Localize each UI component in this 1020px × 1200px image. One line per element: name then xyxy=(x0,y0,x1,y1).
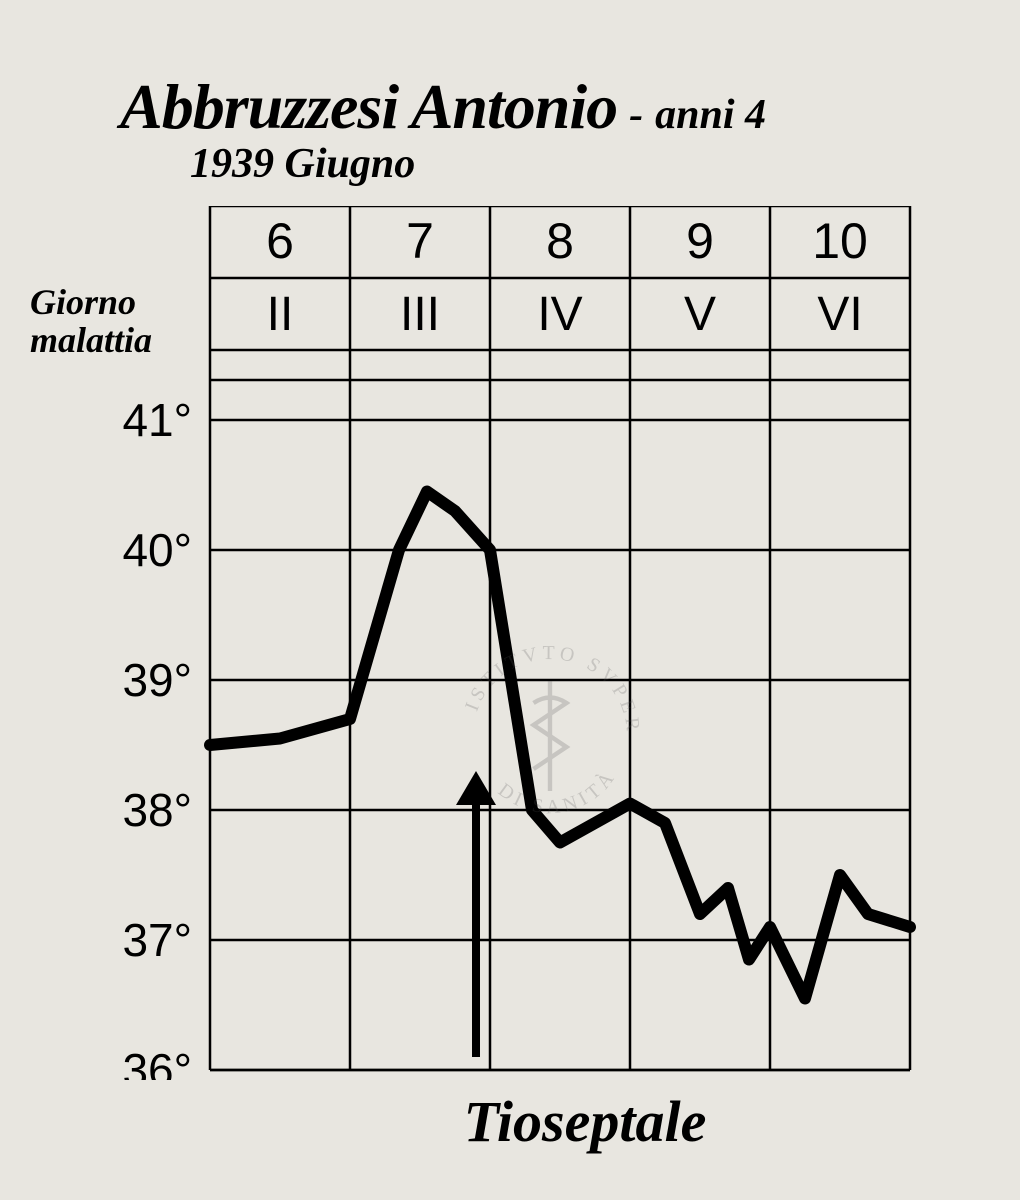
y-axis-label-2: malattia xyxy=(30,320,152,360)
date-header: 8 xyxy=(546,213,574,269)
day-roman-header: V xyxy=(684,288,716,341)
date-header: 6 xyxy=(266,213,294,269)
day-roman-header: III xyxy=(400,288,440,341)
date-line: 1939 Giugno xyxy=(190,140,960,188)
day-roman-header: IV xyxy=(537,288,582,341)
y-tick-label: 37° xyxy=(122,914,192,966)
y-tick-label: 39° xyxy=(122,654,192,706)
date-header: 9 xyxy=(686,213,714,269)
y-axis-label-1: Giorno xyxy=(30,282,136,322)
patient-age: anni 4 xyxy=(655,91,766,139)
y-tick-label: 40° xyxy=(122,524,192,576)
chart-wrap: Giorno malattia 678910IIIIIIVVVI41°40°39… xyxy=(60,206,960,1080)
fever-chart-svg: 678910IIIIIIVVVI41°40°39°38°37°36° xyxy=(60,206,960,1080)
patient-name: Abbruzzesi Antonio xyxy=(120,70,617,144)
day-roman-header: II xyxy=(267,288,294,341)
title-dash: - xyxy=(629,91,643,139)
chart-container: Abbruzzesi Antonio - anni 4 1939 Giugno … xyxy=(60,70,960,1155)
date-header: 10 xyxy=(812,213,868,269)
y-tick-label: 41° xyxy=(122,394,192,446)
y-tick-label: 38° xyxy=(122,784,192,836)
y-tick-label: 36° xyxy=(122,1044,192,1080)
date-header: 7 xyxy=(406,213,434,269)
treatment-label: Tioseptale xyxy=(210,1088,960,1155)
fever-line xyxy=(210,492,910,999)
day-roman-header: VI xyxy=(817,288,862,341)
title-line: Abbruzzesi Antonio - anni 4 xyxy=(120,70,960,144)
y-axis-label: Giorno malattia xyxy=(30,284,152,360)
